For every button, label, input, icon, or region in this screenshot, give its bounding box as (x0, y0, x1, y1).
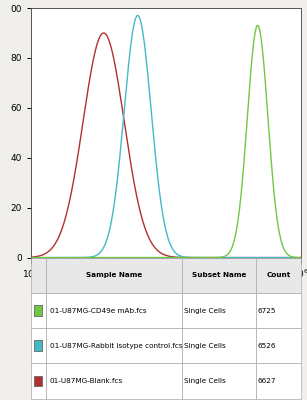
X-axis label: FL3-A :: APC-A: FL3-A :: APC-A (129, 283, 203, 293)
